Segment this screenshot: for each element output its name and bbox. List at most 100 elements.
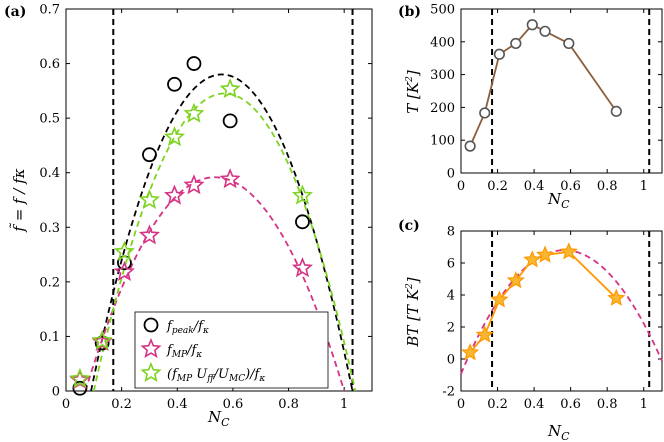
panel-b-ytick-label: 500 xyxy=(430,3,455,18)
legend-marker-0 xyxy=(143,317,159,333)
panel-a-ytick-label: 0 xyxy=(52,385,60,400)
panel-a-ytick-label: 0.3 xyxy=(39,221,60,236)
panel-c-point xyxy=(523,250,542,268)
legend-ratio-mid2: /U xyxy=(212,367,230,382)
panel-c-ylabel-sup: 2 xyxy=(405,283,415,290)
panel-b-xlabel-main: N xyxy=(547,190,562,208)
panel-a-xlabel: NC xyxy=(207,408,230,429)
panel-a-point-2 xyxy=(183,102,205,123)
panel-c-point xyxy=(490,290,509,308)
panel-a-point-2 xyxy=(291,184,313,205)
panel-b-xtick-label: 0 xyxy=(457,179,465,194)
panel-b-point xyxy=(510,37,522,50)
panel-b-ytick-label: 300 xyxy=(430,68,455,83)
legend-mp-sub: MP xyxy=(171,350,188,360)
legend-symbol-mp xyxy=(140,337,162,358)
panel-a-legend: fpeak/fκ fMP/fκ (fMP Uff/UMC)/fκ xyxy=(134,311,329,389)
panel-a-xtick-label: 0.4 xyxy=(167,397,188,412)
legend-entry-ratio: (fMP Uff/UMC)/fκ xyxy=(167,367,265,384)
legend-entry-mp: fMP/fκ xyxy=(166,343,202,360)
panel-a-point-1 xyxy=(219,168,241,189)
panel-c-xtick-label: 0.8 xyxy=(597,397,618,412)
panel-c-xlabel-main: N xyxy=(547,422,562,440)
legend-mp-tail: /f xyxy=(185,343,198,358)
panel-c-ytick-label: -2 xyxy=(442,385,455,400)
panel-c-ytick-label: 0 xyxy=(447,353,455,368)
legend-marker-1 xyxy=(140,337,162,358)
panel-b-ylabel-tail: ] xyxy=(404,70,422,77)
legend-symbol-peak xyxy=(143,317,159,333)
panel-a-point-0 xyxy=(222,113,238,129)
panel-c-xtick-label: 0.4 xyxy=(524,397,545,412)
panel-c-ytick-label: 2 xyxy=(447,321,455,336)
panel-a-point-0 xyxy=(142,147,157,163)
panel-b-ytick-label: 100 xyxy=(430,134,455,149)
panel-a-xtick-label: 0.2 xyxy=(111,397,132,412)
legend-marker-2 xyxy=(140,361,162,382)
panel-a-ylabel: f̃ = f / fκ xyxy=(10,168,28,232)
legend-ratio-open: (f xyxy=(167,367,179,382)
legend-box xyxy=(134,311,329,389)
legend-symbol-ratio xyxy=(140,361,162,382)
panel-a-point-0 xyxy=(186,56,202,71)
panel-b-ylabel-main: T [K xyxy=(404,81,422,114)
panel-a-point-0 xyxy=(72,380,88,396)
panel-a-xlabel-main: N xyxy=(207,408,222,426)
legend-ratio-sub3: MC xyxy=(228,374,245,384)
panel-c-ytick-label: 4 xyxy=(447,289,455,304)
panel-a-fit-curve-0 xyxy=(90,73,354,392)
panel-a-point-2 xyxy=(91,329,113,350)
panel-b-ylabel: T [K2] xyxy=(404,70,422,114)
legend-ratio-sub4: κ xyxy=(258,374,265,384)
panel-a-point-1 xyxy=(138,224,160,245)
panel-a-vlines xyxy=(112,9,354,391)
panel-a-point-0 xyxy=(94,335,110,351)
panel-a-xlabel-sub: C xyxy=(221,416,230,429)
legend-peak-main: f xyxy=(166,319,174,334)
panel-a-point-2 xyxy=(219,78,241,99)
panel-b-markers xyxy=(464,19,622,152)
panel-a-point-2 xyxy=(113,240,135,261)
panel-b-ytick-label: 0 xyxy=(447,167,455,182)
legend-peak-tail-sub: κ xyxy=(202,326,209,336)
panel-a-point-1 xyxy=(291,257,313,278)
panel-c-xlabel: NC xyxy=(547,422,570,442)
panel-c-xlabel-sub: C xyxy=(561,430,570,442)
legend-ratio-sub2: ff xyxy=(206,374,215,384)
panel-c-ylabel: BT [T K2] xyxy=(404,277,422,347)
panel-c-point xyxy=(559,242,578,260)
panel-b-xtick-label: 1 xyxy=(640,179,648,194)
panel-c-point xyxy=(535,245,555,263)
panel-a-point-2 xyxy=(138,188,160,209)
panel-c-markers xyxy=(461,242,626,361)
panel-b-point xyxy=(563,37,575,50)
panel-c-frame xyxy=(460,230,663,392)
panel-c-ytick-label: 6 xyxy=(447,257,455,272)
panel-c-point xyxy=(506,271,525,289)
panel-b-ylabel-sup: 2 xyxy=(405,76,415,83)
legend-ratio-close: )/f xyxy=(244,367,261,382)
panel-a: (a) 0 0.2 0.4 0.6 0.8 1 0 0.1 0.2 0.3 0.4 0.5 0.6 0.7… xyxy=(4,3,373,429)
panel-a-label: (a) xyxy=(4,4,26,20)
panel-a-ytick-label: 0.1 xyxy=(39,330,60,345)
legend-peak-tail: /f xyxy=(192,319,205,334)
panel-b-ytick-label: 400 xyxy=(430,35,455,50)
panel-a-xtick-label: 0.6 xyxy=(223,397,244,412)
panel-a-point-2 xyxy=(163,126,186,147)
panel-b-ticks: 0 0.2 0.4 0.6 0.8 1 0 100 200 300 400 500 xyxy=(430,3,662,194)
panel-a-point-0 xyxy=(295,214,310,230)
panel-c-label: (c) xyxy=(398,218,420,234)
panel-b-xtick-label: 0.2 xyxy=(487,179,508,194)
panel-b-ytick-label: 200 xyxy=(430,101,455,116)
panel-a-ticks: 0 0.2 0.4 0.6 0.8 1 0 0.1 0.2 0.3 0.4 0.5 0.6 0.7 xyxy=(39,3,372,412)
panel-a-markers xyxy=(69,56,313,396)
panel-c-point xyxy=(461,343,480,361)
panel-a-ytick-label: 0.5 xyxy=(39,112,60,127)
panel-c-ylabel-tail: ] xyxy=(404,277,422,284)
legend-peak-sub: peak xyxy=(172,326,194,336)
panel-b-xtick-label: 0.8 xyxy=(597,179,618,194)
panel-b-point xyxy=(464,140,476,152)
legend-mp-tail-sub: κ xyxy=(195,350,202,360)
